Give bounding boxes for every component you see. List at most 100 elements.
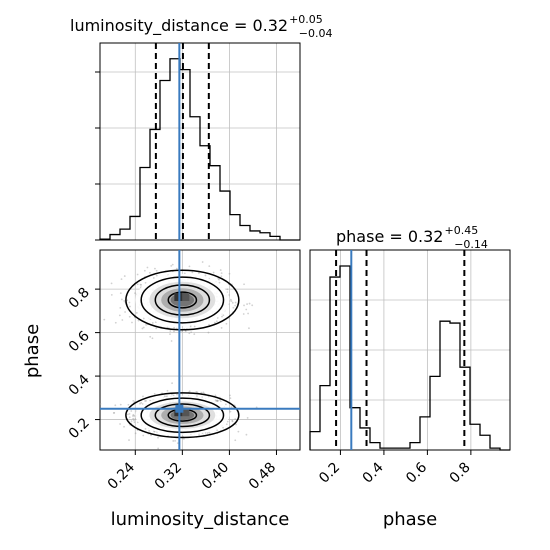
sample-point [222,314,225,317]
sample-point [141,327,144,330]
sample-point [208,323,210,326]
sample-point [110,293,113,296]
sample-point [120,298,123,301]
sample-point [170,264,173,267]
sample-point [121,319,124,321]
sample-point [181,330,184,332]
sample-point [140,283,142,286]
phase-histogram-step-line [309,265,510,451]
sample-point [132,413,135,416]
sample-point [128,413,131,415]
sample-point [172,394,175,397]
sample-point [150,434,152,437]
luminosity-distance-histogram-step-line [99,58,300,241]
sample-point [243,304,245,307]
sample-point [195,390,198,393]
sample-point [242,313,245,315]
sample-point [153,393,156,395]
sample-point [130,420,133,423]
sample-point [148,271,151,274]
sample-point [149,335,152,338]
sample-point [204,431,207,434]
sample-point [128,315,131,318]
sample-point [246,303,248,305]
sample-point [219,269,222,271]
sample-point [234,439,237,442]
sample-point [188,332,191,335]
contour-line-0 [125,269,240,331]
density-core-bin [182,408,190,417]
sample-point [231,301,234,304]
sample-point [215,399,218,402]
sample-point [216,429,219,432]
sample-point [229,410,232,413]
sample-point [157,447,160,450]
sample-point [230,406,233,409]
sample-point [216,399,218,402]
sample-point [220,275,223,278]
sample-point [144,281,147,284]
sample-point [208,431,211,434]
sample-point [225,423,228,426]
sample-point [226,288,229,291]
contour-line-1 [140,397,225,434]
sample-point [133,421,136,424]
contour-line-1 [140,276,225,324]
sample-point [127,403,130,406]
sample-point [214,399,217,402]
sample-point [229,298,232,301]
luminosity-distance-histogram-frame [99,42,301,241]
phase-x-tick-label: 0.8 [447,460,474,487]
sample-point [184,330,187,333]
sample-point [134,432,137,435]
luminosity-distance-x-tick-label: 0.32 [152,460,185,493]
sample-point [234,301,237,304]
sample-point [155,269,158,272]
sample-point [190,331,193,334]
sample-point [247,312,249,315]
sample-point [171,263,174,266]
sample-point [188,265,191,268]
sample-point [220,327,223,329]
sample-point [114,404,117,407]
sample-point [126,413,129,416]
sample-point [232,306,235,309]
sample-point [168,454,170,456]
sample-point [196,391,199,394]
sample-point [119,306,122,309]
sample-point [206,432,209,434]
sample-point [163,395,166,398]
phase-histogram-frame [309,249,511,451]
sample-point [231,419,234,422]
sample-point [132,399,135,402]
phase-histogram-panel: 0.2 0.4 0.6 0.8 [309,249,511,487]
sample-point [198,434,200,436]
contour-line-2 [154,403,211,428]
sample-point [129,305,131,308]
sample-point [157,436,159,439]
sample-point [201,261,204,263]
sample-point [124,311,127,313]
sample-point [234,418,237,420]
sample-point [169,330,172,332]
sample-point [93,297,95,299]
x-axis-label-phase: phase [383,509,437,530]
sample-point [213,321,216,324]
sample-point [204,274,207,277]
sample-point [166,389,169,392]
sample-point [235,423,237,426]
sample-point [224,403,227,406]
sample-point [100,403,102,405]
phase-vs-luminosity-distance-frame [99,249,301,451]
sample-point [208,265,211,268]
sample-point [225,322,228,325]
sample-point [155,327,158,330]
sample-point [120,278,123,281]
sample-point [228,272,231,275]
phase-x-tick-label: 0.2 [316,460,343,487]
sample-point [103,318,106,321]
sample-point [170,340,173,342]
sample-point [182,438,185,440]
sample-point [119,292,122,295]
sample-point [128,416,131,419]
